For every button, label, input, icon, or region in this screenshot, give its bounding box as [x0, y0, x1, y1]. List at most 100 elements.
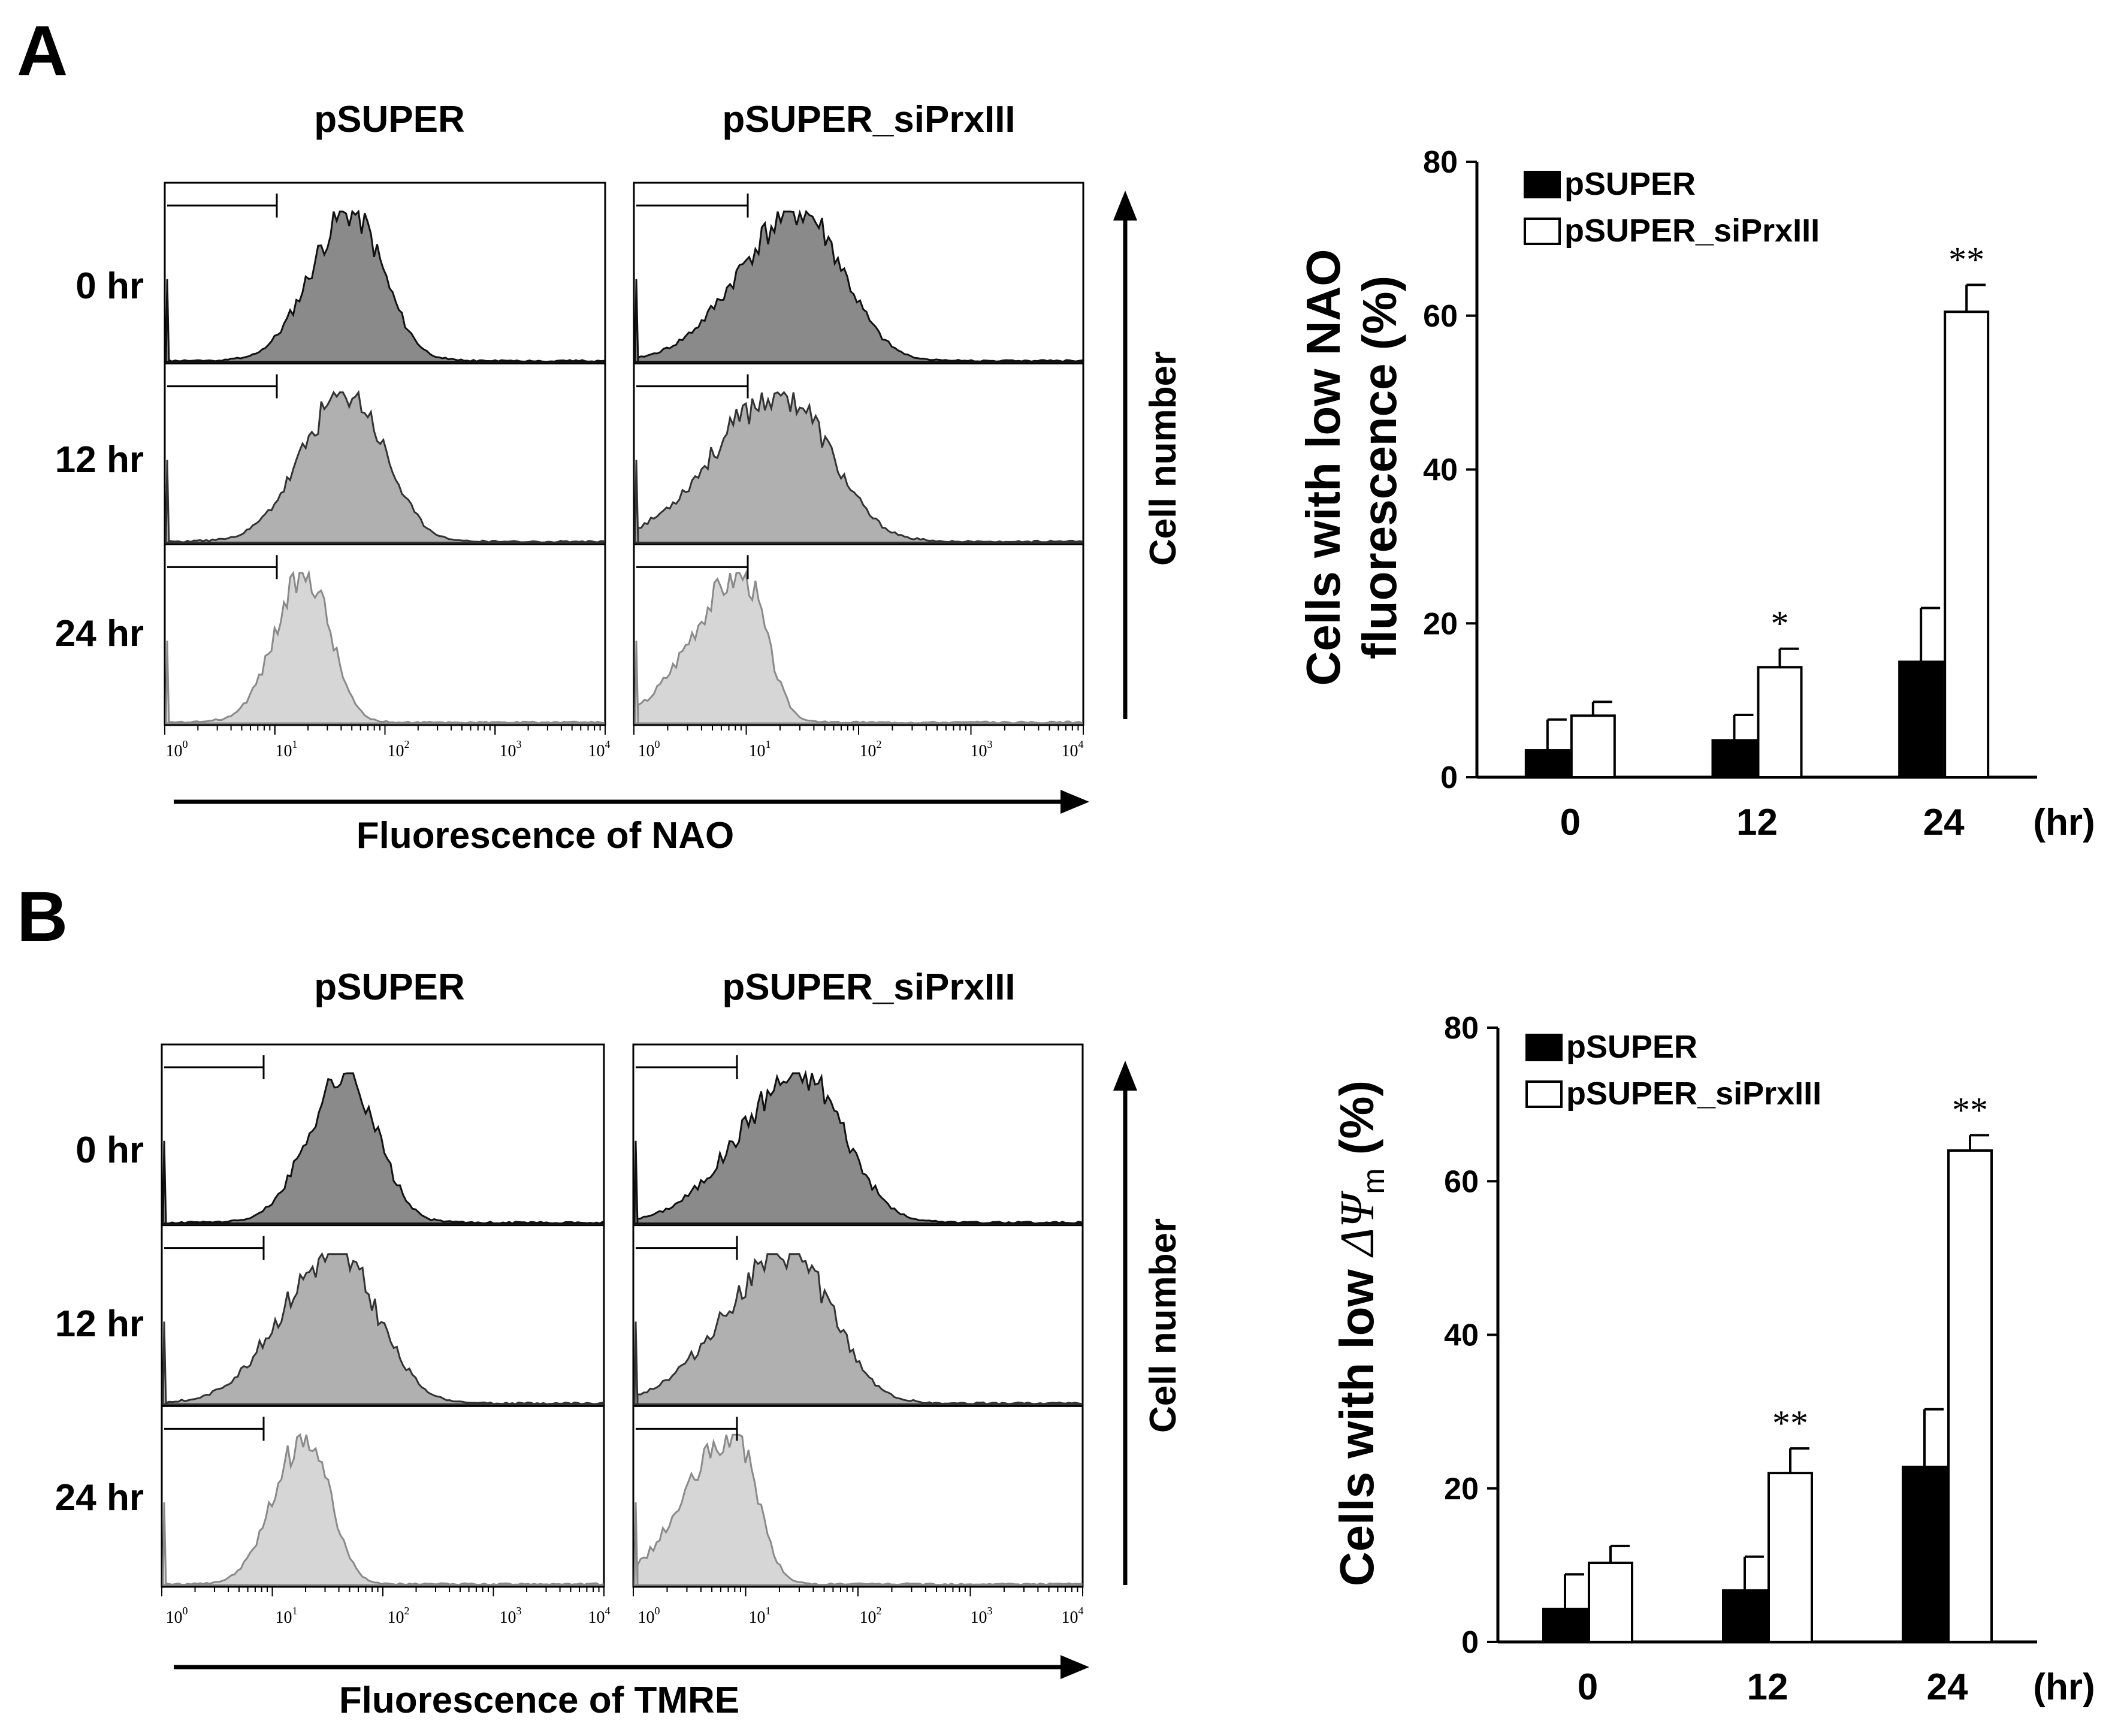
group-label-psuper-a: pSUPER — [314, 99, 464, 140]
xtick-a1-2: 102 — [388, 738, 410, 760]
bar-ytick-label: 20 — [1444, 1472, 1479, 1506]
bar-ylabel-a-line2: fluorescence (%) — [1353, 276, 1406, 659]
bar-chart-a: 0 20 40 60 80 0 12 * 24 ** (hr) pSUPER pSUPER_siPrxI… — [1297, 145, 2095, 843]
time-label-0hr-a: 0 hr — [75, 265, 144, 307]
bar-1-1 — [1767, 1472, 1813, 1643]
bar-ytick-label: 40 — [1423, 453, 1458, 488]
bar-xtick-label: 24 — [1923, 802, 1965, 843]
bar-xtick-label: 0 — [1560, 802, 1581, 843]
time-label-12hr-a: 12 hr — [55, 439, 144, 481]
bar-ytick-label: 60 — [1423, 299, 1458, 334]
bar-ytick-label: 40 — [1444, 1318, 1479, 1353]
xtick-b2-2: 102 — [860, 1605, 882, 1627]
flow-y-arrowhead-a — [1113, 191, 1137, 221]
bar-ytick-label: 20 — [1423, 606, 1458, 641]
x-unit-label: (hr) — [2033, 1666, 2095, 1708]
xtick-b1-0: 100 — [166, 1605, 188, 1627]
bar-xtick-label: 12 — [1736, 802, 1778, 843]
flow-xlabel-a: Fluorescence of NAO — [356, 815, 734, 856]
bar-xtick-label: 0 — [1578, 1666, 1598, 1708]
time-label-24hr-a: 24 hr — [55, 613, 144, 654]
xtick-a1-1: 101 — [276, 738, 298, 760]
flow-xtick-labels-b: 100 101 102 103 104 100 101 102 103 104 — [166, 1605, 1084, 1627]
flow-ylabel-a: Cell number — [1143, 351, 1184, 566]
bar-ytick-label: 80 — [1444, 1011, 1479, 1046]
xtick-a1-0: 100 — [166, 738, 188, 760]
group-label-sipr-b: pSUPER_siPrxIII — [722, 967, 1015, 1008]
time-label-12hr-b: 12 hr — [55, 1303, 144, 1345]
xtick-a2-4: 104 — [1062, 738, 1084, 760]
histogram-0 — [634, 209, 1083, 363]
bar-ytick-label: 0 — [1461, 1625, 1479, 1660]
xtick-a2-3: 103 — [971, 738, 993, 760]
bar-ytick-label: 0 — [1440, 760, 1458, 795]
significance-mark: * — [1771, 604, 1789, 644]
panel-b: B pSUPER pSUPER_siPrxIII 0 hr 12 hr 24 h… — [17, 877, 2095, 1721]
bar-0-2 — [1902, 1465, 1947, 1643]
bar-1-0 — [1588, 1562, 1633, 1643]
xtick-b1-4: 104 — [588, 1605, 611, 1627]
time-label-24hr-b: 24 hr — [55, 1477, 144, 1518]
legend-label: pSUPER — [1564, 166, 1696, 202]
panel-letter-a: A — [17, 11, 68, 90]
histogram-1 — [165, 390, 605, 544]
legend-swatch — [1524, 171, 1561, 198]
histogram-0 — [633, 1070, 1083, 1225]
xtick-b1-3: 103 — [500, 1605, 522, 1627]
bar-ytick-label: 60 — [1444, 1164, 1479, 1199]
xtick-a2-0: 100 — [638, 738, 660, 760]
histogram-2 — [633, 1433, 1083, 1586]
flow-frame — [161, 1043, 605, 1588]
histogram-2 — [165, 569, 605, 724]
legend-label: pSUPER_siPrxIII — [1566, 1076, 1821, 1112]
significance-mark: ** — [1772, 1403, 1808, 1443]
xtick-b2-3: 103 — [971, 1605, 993, 1627]
legend-swatch — [1525, 1080, 1563, 1108]
bar-ytick-label: 80 — [1423, 145, 1458, 180]
legend-swatch — [1524, 218, 1561, 245]
legend-label: pSUPER_siPrxIII — [1564, 213, 1820, 249]
bar-1-2 — [1947, 1149, 1993, 1643]
flow-xlabel-b: Fluorescence of TMRE — [339, 1680, 739, 1721]
xtick-b1-2: 102 — [388, 1605, 410, 1627]
legend-swatch — [1525, 1034, 1563, 1061]
histogram-1 — [633, 1253, 1083, 1405]
bar-chart-b: 0 20 40 60 80 0 12 ** 24 ** (hr) pSUPER pSUPER_siPrx… — [1330, 1011, 2095, 1708]
xtick-b2-1: 101 — [749, 1605, 771, 1627]
xtick-a2-2: 102 — [860, 738, 882, 760]
group-label-psuper-b: pSUPER — [314, 967, 464, 1008]
panel-a: A pSUPER pSUPER_siPrxIII 0 hr 12 hr 24 h… — [17, 11, 2095, 856]
flow-ylabel-b: Cell number — [1143, 1218, 1184, 1433]
bar-xtick-label: 24 — [1927, 1666, 1968, 1708]
bar-ylabel-b: Cells with low ΔΨm (%) — [1330, 1080, 1391, 1586]
significance-mark: ** — [1948, 240, 1984, 279]
histogram-0 — [162, 1072, 604, 1225]
xtick-a1-3: 103 — [500, 738, 522, 760]
flow-box-sipr-a — [633, 182, 1084, 735]
histogram-1 — [162, 1252, 604, 1405]
xtick-a1-4: 104 — [588, 738, 611, 760]
bar-1-2 — [1944, 310, 1990, 778]
flow-y-arrowhead-b — [1113, 1061, 1137, 1091]
xtick-b1-1: 101 — [276, 1605, 298, 1627]
bar-0-0 — [1524, 749, 1570, 778]
histogram-1 — [634, 391, 1083, 544]
bar-0-1 — [1722, 1589, 1767, 1643]
bar-ylabel-a-line1: Cells with low NAO — [1297, 249, 1350, 686]
xtick-a2-1: 101 — [749, 738, 771, 760]
xtick-b2-0: 100 — [638, 1605, 660, 1627]
bar-0-1 — [1711, 739, 1757, 779]
legend-label: pSUPER — [1566, 1029, 1697, 1065]
flow-x-arrowhead-a — [1060, 790, 1089, 814]
significance-mark: ** — [1952, 1090, 1988, 1130]
flow-box-psuper-b — [161, 1043, 605, 1596]
bar-0-2 — [1898, 660, 1944, 778]
flow-box-psuper-a — [164, 182, 606, 735]
flow-box-sipr-b — [632, 1043, 1084, 1596]
histogram-0 — [165, 209, 605, 363]
group-label-sipr-a: pSUPER_siPrxIII — [722, 99, 1015, 140]
time-label-0hr-b: 0 hr — [75, 1130, 144, 1171]
histogram-2 — [634, 570, 1083, 724]
bar-1-0 — [1570, 714, 1616, 779]
